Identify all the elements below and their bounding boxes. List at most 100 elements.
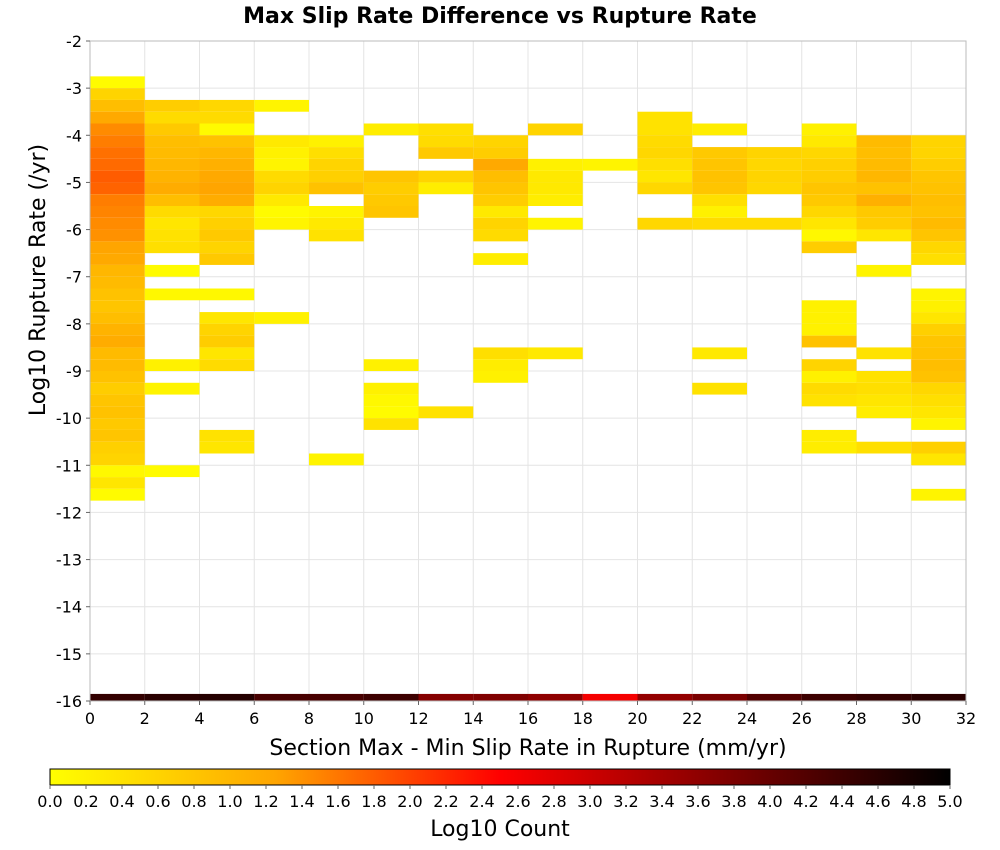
heatmap-cell bbox=[90, 429, 145, 442]
heatmap-cell bbox=[856, 217, 912, 230]
colorbar bbox=[49, 768, 951, 786]
y-tick-label: -5 bbox=[66, 173, 82, 192]
heatmap-cell bbox=[254, 158, 309, 171]
heatmap-cell bbox=[801, 170, 857, 183]
colorbar-tick-label: 1.2 bbox=[253, 792, 278, 811]
heatmap-cell bbox=[363, 382, 419, 395]
heatmap-cell bbox=[199, 158, 255, 171]
heatmap-cell bbox=[90, 371, 145, 383]
colorbar-tick-label: 1.8 bbox=[361, 792, 386, 811]
heatmap-cell bbox=[637, 182, 693, 195]
heatmap-cell bbox=[144, 111, 200, 124]
heatmap-cell bbox=[418, 123, 474, 136]
colorbar-tick-label: 0.4 bbox=[109, 792, 134, 811]
heatmap-cell bbox=[90, 441, 145, 454]
y-tick-label: -7 bbox=[66, 268, 82, 287]
colorbar-tick-label: 2.4 bbox=[469, 792, 494, 811]
colorbar-tick-label: 2.8 bbox=[541, 792, 566, 811]
x-tick-label: 8 bbox=[304, 709, 314, 728]
heatmap-cell bbox=[90, 276, 145, 289]
heatmap-cell bbox=[637, 135, 693, 148]
heatmap-cell bbox=[911, 241, 966, 254]
heatmap-cell bbox=[90, 347, 145, 360]
colorbar-tick-label: 4.0 bbox=[757, 792, 782, 811]
heatmap-cell bbox=[199, 312, 255, 324]
colorbar-tick-label: 5.0 bbox=[937, 792, 962, 811]
heatmap-cell bbox=[911, 693, 966, 701]
heatmap-cell bbox=[309, 170, 364, 183]
heatmap-cell bbox=[90, 170, 145, 183]
heatmap-cell bbox=[199, 359, 255, 371]
heatmap-cell bbox=[199, 182, 255, 195]
heatmap-cell bbox=[637, 170, 693, 183]
heatmap-cell bbox=[144, 693, 200, 701]
heatmap-cell bbox=[363, 194, 419, 206]
heatmap-cell bbox=[90, 253, 145, 265]
heatmap-cell bbox=[801, 300, 857, 313]
heatmap-cell bbox=[473, 229, 528, 242]
heatmap-cell bbox=[856, 182, 912, 195]
heatmap-cell bbox=[473, 170, 528, 183]
heatmap-cell bbox=[801, 229, 857, 242]
heatmap-cell bbox=[911, 135, 966, 148]
heatmap-cell bbox=[911, 335, 966, 348]
heatmap-cell bbox=[911, 194, 966, 206]
heatmap-cell bbox=[473, 194, 528, 206]
heatmap-cell bbox=[90, 394, 145, 407]
heatmap-cell bbox=[418, 693, 474, 701]
colorbar-tick-label: 3.2 bbox=[613, 792, 638, 811]
heatmap-cell bbox=[199, 99, 255, 112]
heatmap-cell bbox=[473, 182, 528, 195]
y-tick-label: -8 bbox=[66, 315, 82, 334]
heatmap-cell bbox=[801, 194, 857, 206]
x-tick-label: 14 bbox=[463, 709, 483, 728]
heatmap-cell bbox=[199, 253, 255, 265]
heatmap-cell bbox=[90, 465, 145, 478]
colorbar-tick-label: 4.6 bbox=[865, 792, 890, 811]
heatmap-cell bbox=[692, 170, 747, 183]
colorbar-tick-label: 0.6 bbox=[145, 792, 170, 811]
heatmap-cell bbox=[801, 323, 857, 336]
heatmap-cell bbox=[309, 217, 364, 230]
heatmap-cell bbox=[473, 693, 528, 701]
heatmap-cell bbox=[528, 347, 583, 360]
colorbar-tick-label: 3.0 bbox=[577, 792, 602, 811]
colorbar-tick-label: 0.0 bbox=[37, 792, 62, 811]
heatmap-cell bbox=[199, 135, 255, 148]
heatmap-cell bbox=[90, 158, 145, 171]
heatmap-cell bbox=[363, 182, 419, 195]
heatmap-cell bbox=[363, 206, 419, 218]
colorbar-tick-label: 1.0 bbox=[217, 792, 242, 811]
x-tick-label: 6 bbox=[249, 709, 259, 728]
heatmap-cell bbox=[254, 170, 309, 183]
heatmap-cell bbox=[144, 359, 200, 371]
heatmap-cell bbox=[418, 147, 474, 159]
heatmap-cell bbox=[582, 158, 638, 171]
heatmap-cell bbox=[473, 217, 528, 230]
heatmap-cell bbox=[801, 135, 857, 148]
heatmap-cell bbox=[144, 194, 200, 206]
heatmap-cell bbox=[911, 418, 966, 430]
heatmap-cell bbox=[801, 441, 857, 454]
heatmap-cell bbox=[801, 371, 857, 383]
heatmap-cell bbox=[528, 194, 583, 206]
heatmap-cell bbox=[637, 111, 693, 124]
heatmap-cell bbox=[856, 394, 912, 407]
heatmap-cell bbox=[90, 206, 145, 218]
heatmap-cell bbox=[801, 693, 857, 701]
heatmap-cell bbox=[473, 347, 528, 360]
heatmap-cell bbox=[90, 99, 145, 112]
colorbar-tick-label: 4.4 bbox=[829, 792, 854, 811]
heatmap-cell bbox=[309, 147, 364, 159]
heatmap-cell bbox=[473, 158, 528, 171]
colorbar-tick-label: 1.6 bbox=[325, 792, 350, 811]
heatmap-cell bbox=[856, 170, 912, 183]
heatmap-cell bbox=[747, 182, 802, 195]
heatmap-cell bbox=[911, 158, 966, 171]
y-tick-label: -6 bbox=[66, 221, 82, 240]
heatmap-cell bbox=[199, 194, 255, 206]
heatmap-cell bbox=[254, 206, 309, 218]
heatmap-cell bbox=[363, 170, 419, 183]
heatmap-cell bbox=[199, 206, 255, 218]
heatmap-cell bbox=[363, 406, 419, 419]
